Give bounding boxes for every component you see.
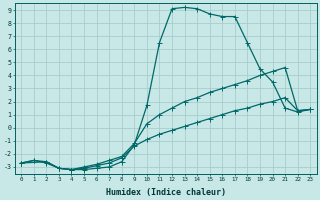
- X-axis label: Humidex (Indice chaleur): Humidex (Indice chaleur): [106, 188, 226, 197]
